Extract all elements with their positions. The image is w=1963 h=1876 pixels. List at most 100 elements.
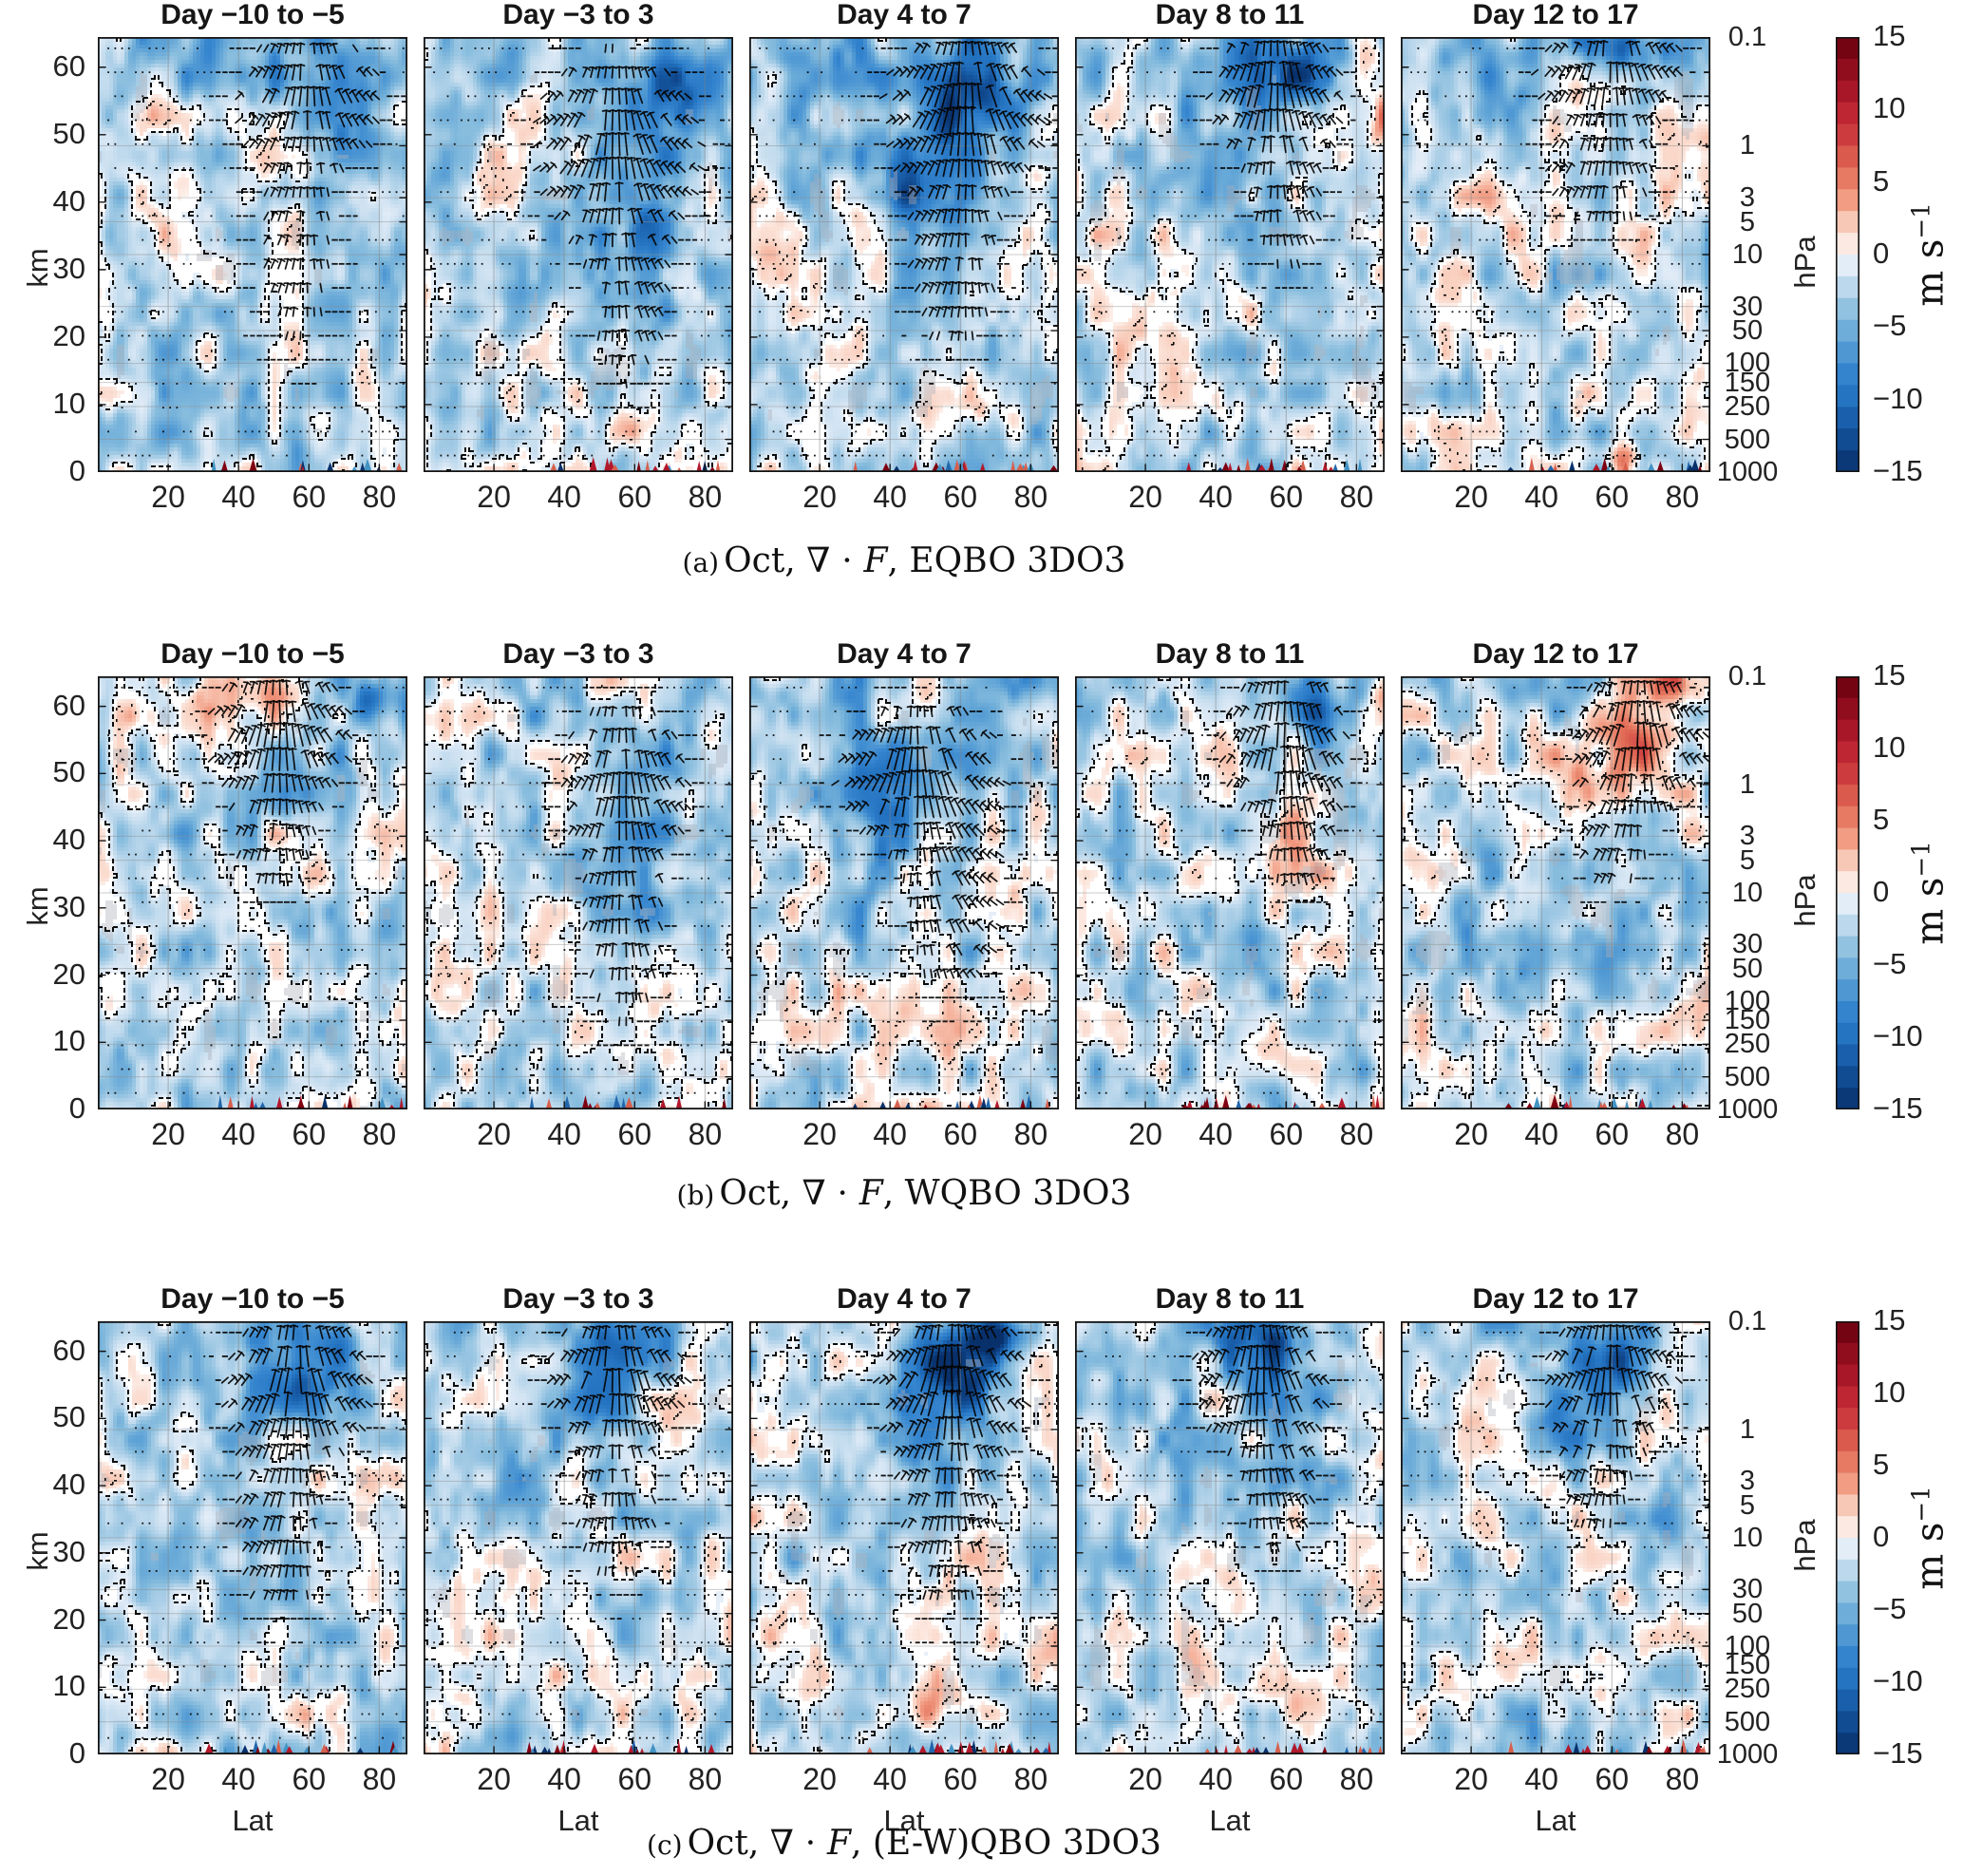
x-tick-label: 40 [221, 480, 255, 514]
x-tick-label: 40 [221, 1117, 255, 1151]
pressure-tick-label: 10 [1731, 877, 1764, 908]
x-tick-label: 80 [688, 1117, 723, 1151]
panel-canvas-b2 [424, 676, 733, 1109]
x-tick-label: 20 [1128, 480, 1162, 514]
x-tick-label: 20 [802, 480, 837, 514]
x-tick-label: 60 [617, 1762, 652, 1796]
x-tick-label: 40 [547, 1117, 581, 1151]
x-tick-label: 80 [362, 1117, 397, 1151]
x-tick-label: 40 [547, 480, 581, 514]
pressure-tick-label: 1 [1739, 768, 1756, 800]
km-tick-label: 30 [52, 889, 85, 923]
panel-canvas-b5 [1401, 676, 1710, 1109]
caption-a: (a) Oct, ∇ ⋅ F, EQBO 3DO3 [98, 541, 1710, 580]
colorbar-tick-label: 10 [1873, 91, 1906, 125]
caption-f: F [859, 1174, 883, 1213]
x-tick-label: 80 [688, 1762, 723, 1796]
x-tick-label: 20 [1128, 1762, 1162, 1796]
pressure-tick-label: 1000 [1716, 457, 1779, 487]
pressure-tick-label: 100 [1724, 985, 1771, 1016]
lat-axis-label: Lat [883, 1804, 925, 1837]
panel-plot-b4 [1075, 676, 1385, 1109]
caption-text-after: , WQBO 3DO3 [882, 1174, 1132, 1213]
panel-title-a4: Day 8 to 11 [1155, 0, 1305, 30]
colorbar-tick-label: −15 [1873, 1091, 1923, 1125]
x-tick-label: 60 [1595, 1117, 1630, 1151]
caption-text-before: Oct, ∇ ⋅ [719, 1174, 859, 1213]
panel-title-c4: Day 8 to 11 [1155, 1283, 1305, 1315]
caption-tag: (c) [647, 1829, 683, 1861]
colorbar-canvas-a [1836, 37, 1859, 472]
pressure-tick-label: 100 [1724, 1630, 1771, 1661]
km-tick-label: 20 [52, 318, 85, 352]
x-tick-label: 60 [617, 1117, 652, 1151]
km-tick-label: 20 [52, 1601, 85, 1636]
pressure-tick-label: 1 [1739, 1413, 1756, 1445]
pressure-tick-label: 30 [1731, 1574, 1764, 1605]
pressure-tick-label: 3 [1739, 1466, 1756, 1497]
unit-label-a: m s−1 [1908, 202, 1953, 307]
x-tick-label: 60 [1269, 1762, 1304, 1796]
km-tick-label: 20 [52, 957, 85, 991]
colorbar-tick-label: 10 [1873, 1375, 1906, 1409]
caption-text-after: , (E-W)QBO 3DO3 [851, 1824, 1161, 1863]
unit-base: m s [1908, 1522, 1953, 1590]
x-tick-label: 80 [1665, 480, 1700, 514]
km-tick-label: 60 [52, 688, 85, 722]
x-tick-label: 80 [1665, 1762, 1700, 1796]
x-tick-label: 80 [1013, 480, 1048, 514]
caption-f: F [827, 1824, 852, 1863]
caption-f: F [863, 541, 888, 580]
pressure-tick-label: 30 [1731, 929, 1764, 960]
x-tick-label: 20 [477, 1762, 511, 1796]
x-tick-label: 60 [292, 1762, 327, 1796]
colorbar-tick-label: 15 [1873, 19, 1906, 52]
panel-title-c5: Day 12 to 17 [1472, 1283, 1639, 1315]
x-tick-label: 40 [873, 1762, 907, 1796]
pressure-tick-label: 500 [1724, 424, 1771, 455]
colorbar-tick-label: 5 [1873, 163, 1890, 198]
panel-plot-a3 [749, 37, 1059, 472]
unit-superscript: −1 [1907, 202, 1936, 239]
x-tick-label: 20 [477, 480, 511, 514]
km-tick-label: 10 [52, 1669, 85, 1703]
pressure-tick-label: 500 [1724, 1061, 1771, 1092]
colorbar-canvas-c [1836, 1321, 1859, 1754]
pressure-tick-label: 50 [1731, 953, 1764, 984]
km-tick-label: 10 [52, 386, 85, 420]
caption-text-before: Oct, ∇ ⋅ [687, 1824, 828, 1863]
panel-canvas-a1 [98, 37, 407, 472]
x-tick-label: 40 [221, 1762, 255, 1796]
panel-canvas-b1 [98, 676, 407, 1109]
hpa-axis-label-b: hPa [1788, 874, 1821, 927]
pressure-tick-label: 150 [1724, 1005, 1771, 1036]
panel-plot-c3 [749, 1321, 1059, 1754]
caption-text-before: Oct, ∇ ⋅ [724, 541, 864, 580]
x-tick-label: 80 [1013, 1762, 1048, 1796]
colorbar-tick-label: 0 [1873, 1520, 1890, 1553]
x-tick-label: 20 [1454, 1762, 1488, 1796]
panel-title-b2: Day −3 to 3 [502, 638, 654, 670]
pressure-tick-label: 250 [1724, 1029, 1771, 1060]
unit-superscript: −1 [1907, 1486, 1936, 1523]
unit-label-b: m s−1 [1908, 841, 1953, 945]
pressure-tick-label: 1000 [1716, 1739, 1779, 1770]
x-tick-label: 80 [1339, 480, 1374, 514]
pressure-tick-label: 100 [1724, 348, 1771, 379]
colorbar-tick-label: 15 [1873, 1303, 1906, 1336]
x-tick-label: 20 [151, 480, 185, 514]
panel-plot-b5 [1401, 676, 1710, 1109]
x-tick-label: 40 [1524, 1117, 1558, 1151]
x-tick-label: 60 [1595, 1762, 1630, 1796]
km-tick-label: 30 [52, 251, 85, 285]
caption-b: (b) Oct, ∇ ⋅ F, WQBO 3DO3 [98, 1174, 1710, 1213]
panel-plot-c2 [424, 1321, 733, 1754]
km-axis-label-b: km [21, 886, 54, 926]
panel-title-a1: Day −10 to −5 [160, 0, 345, 30]
km-axis-label-a: km [21, 248, 54, 288]
pressure-tick-label: 50 [1731, 315, 1764, 347]
unit-superscript: −1 [1907, 841, 1936, 878]
panel-plot-b2 [424, 676, 733, 1109]
x-tick-label: 20 [1454, 1117, 1488, 1151]
